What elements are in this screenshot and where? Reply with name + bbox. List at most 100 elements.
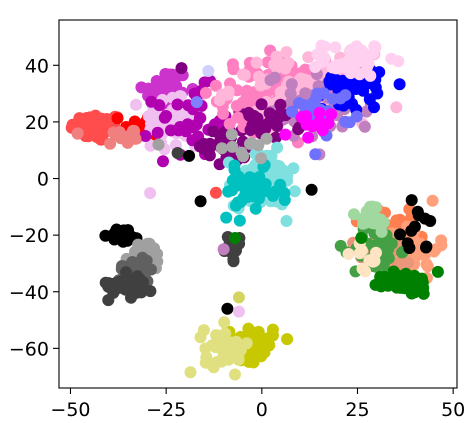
- data-point: [282, 56, 295, 69]
- data-point: [285, 78, 298, 91]
- data-point: [359, 265, 372, 278]
- data-point: [271, 120, 284, 133]
- data-point: [342, 248, 355, 260]
- data-point: [270, 50, 283, 63]
- data-point: [145, 111, 158, 124]
- data-point: [382, 243, 395, 255]
- x-tick-label: −25: [146, 399, 186, 421]
- data-point: [375, 280, 388, 293]
- data-point: [265, 149, 278, 162]
- data-point: [351, 42, 364, 55]
- data-point: [350, 110, 363, 123]
- data-point: [226, 140, 239, 153]
- x-tick-label: 0: [256, 399, 268, 421]
- data-point: [108, 233, 121, 246]
- data-point: [111, 112, 124, 125]
- data-point: [209, 79, 222, 92]
- x-tick-label: −50: [50, 399, 90, 421]
- data-point: [408, 220, 421, 233]
- data-point: [171, 147, 184, 159]
- data-point: [120, 266, 132, 279]
- data-point: [145, 95, 158, 108]
- data-point: [255, 98, 268, 111]
- data-point: [228, 159, 241, 172]
- data-point: [249, 202, 262, 215]
- data-point: [393, 78, 406, 91]
- data-point: [364, 212, 377, 225]
- data-point: [316, 124, 329, 137]
- data-point: [183, 149, 196, 162]
- data-point: [420, 240, 433, 253]
- data-point: [175, 62, 188, 75]
- data-point: [378, 270, 391, 283]
- y-tick-label: −20: [9, 225, 49, 247]
- data-point: [237, 150, 250, 163]
- data-point: [288, 185, 301, 198]
- data-point: [217, 243, 230, 256]
- data-point: [279, 128, 292, 141]
- data-point: [358, 120, 371, 133]
- data-point: [295, 76, 308, 89]
- y-tick-label: −40: [9, 282, 49, 304]
- data-point: [252, 139, 265, 152]
- data-point: [280, 46, 293, 59]
- y-tick-label: 40: [25, 55, 49, 77]
- data-point: [220, 211, 233, 224]
- data-point: [95, 112, 108, 125]
- data-point: [238, 69, 251, 81]
- data-point: [355, 232, 368, 244]
- data-point: [132, 275, 145, 288]
- data-point: [198, 76, 211, 89]
- data-point: [412, 209, 425, 222]
- data-point: [375, 225, 388, 238]
- data-point: [424, 215, 437, 227]
- data-point: [120, 276, 133, 289]
- data-point: [233, 342, 246, 355]
- data-point: [222, 85, 235, 98]
- data-point: [102, 294, 115, 307]
- data-point: [255, 152, 268, 165]
- y-tick-label: 0: [37, 169, 49, 191]
- data-point: [232, 111, 244, 124]
- data-point: [278, 187, 291, 200]
- data-point: [263, 107, 276, 120]
- x-axis: −50 −25 0 25 50: [50, 388, 465, 421]
- data-point: [190, 96, 203, 109]
- data-point: [334, 239, 347, 252]
- data-point: [215, 355, 228, 368]
- data-point: [130, 98, 142, 111]
- data-point: [232, 170, 245, 183]
- data-point: [199, 86, 212, 99]
- data-point: [318, 40, 331, 53]
- data-point: [348, 208, 360, 221]
- data-point: [163, 68, 176, 81]
- data-point: [302, 51, 315, 64]
- data-point: [429, 243, 442, 256]
- data-point: [193, 140, 206, 153]
- data-point: [352, 55, 365, 68]
- data-point: [368, 40, 381, 53]
- x-tick-label: 50: [441, 399, 465, 421]
- data-point: [131, 285, 144, 298]
- data-point: [104, 137, 117, 150]
- data-point: [160, 110, 173, 122]
- data-point: [391, 273, 404, 285]
- data-point: [229, 368, 241, 381]
- y-tick-label: 20: [25, 112, 49, 134]
- data-points: [65, 39, 448, 381]
- data-point: [403, 242, 416, 254]
- data-point: [385, 52, 398, 65]
- data-point: [171, 98, 184, 111]
- data-point: [364, 69, 377, 82]
- data-point: [318, 52, 331, 65]
- data-point: [230, 179, 243, 192]
- data-point: [390, 101, 403, 114]
- data-point: [269, 131, 282, 144]
- data-point: [232, 305, 245, 318]
- data-point: [213, 94, 226, 106]
- data-point: [300, 110, 313, 123]
- data-point: [221, 302, 234, 315]
- data-point: [353, 247, 366, 260]
- data-point: [284, 87, 297, 100]
